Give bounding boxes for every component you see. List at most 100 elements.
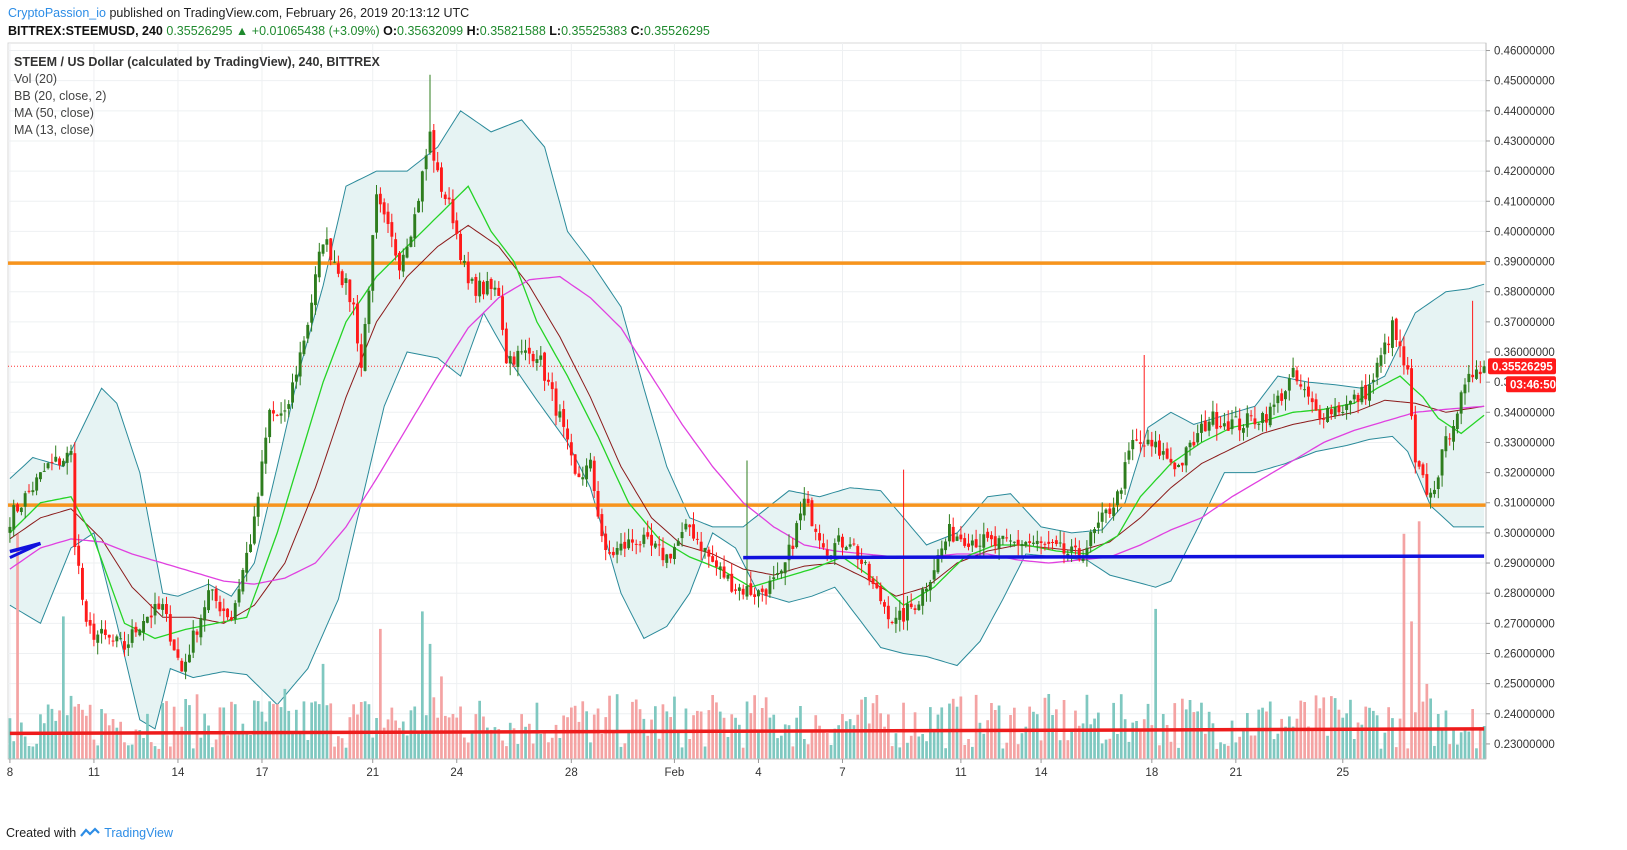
legend-title[interactable]: STEEM / US Dollar (calculated by Trading… — [14, 55, 380, 69]
volume-bar — [375, 718, 378, 759]
volume-bar — [1253, 735, 1257, 759]
candle-body — [653, 543, 657, 548]
candle-body — [1169, 458, 1173, 463]
volume-bar — [306, 740, 310, 759]
volume-bar — [898, 747, 902, 759]
candle-body — [1276, 395, 1280, 404]
candle-body — [825, 549, 829, 556]
candle-body — [608, 552, 611, 554]
volume-bar — [550, 737, 554, 759]
candle-body — [92, 623, 96, 640]
candle-body — [1307, 386, 1310, 397]
candle-body — [527, 347, 531, 354]
legend-volume[interactable]: Vol (20) — [14, 72, 58, 86]
author-link[interactable]: CryptoPassion_io — [8, 6, 106, 20]
candle-body — [455, 220, 459, 234]
candle-body — [1371, 379, 1375, 382]
candle-body — [1349, 400, 1352, 405]
volume-bar — [23, 736, 27, 759]
legend-bollinger[interactable]: BB (20, close, 2) — [14, 89, 107, 103]
volume-bar — [524, 726, 527, 759]
volume-bar — [1341, 717, 1345, 759]
candle-body — [65, 452, 69, 463]
low-label: L: — [549, 24, 562, 38]
candle-body — [1066, 553, 1070, 556]
volume-bar — [1379, 748, 1383, 759]
volume-bar — [337, 736, 340, 759]
candle-body — [314, 274, 317, 306]
volume-bar — [291, 733, 294, 759]
time-tick-label: 24 — [450, 767, 463, 779]
volume-bar — [153, 746, 157, 759]
candle-body — [317, 251, 321, 278]
candle-body — [306, 324, 310, 339]
blue-support — [743, 554, 1485, 560]
candle-body — [909, 603, 913, 608]
candle-body — [619, 543, 623, 551]
candle-body — [1459, 392, 1463, 414]
volume-bar — [1249, 735, 1253, 759]
legend-ma13[interactable]: MA (13, close) — [14, 123, 94, 137]
volume-bar — [39, 714, 42, 759]
volume-bar — [589, 742, 592, 759]
candle-body — [119, 638, 123, 640]
candle-body — [88, 620, 92, 626]
candle-body — [1054, 540, 1058, 544]
candle-body — [936, 555, 940, 573]
candle-body — [1356, 395, 1360, 402]
volume-bar — [340, 738, 344, 759]
candles — [8, 74, 1486, 680]
volume-bar — [1058, 740, 1062, 759]
volume-bar — [1009, 715, 1012, 759]
volume-bar — [1116, 734, 1119, 759]
candle-body — [631, 539, 634, 543]
volume-bar — [531, 743, 535, 759]
volume-bar — [401, 721, 405, 759]
candle-body — [673, 547, 676, 559]
candle-body — [103, 629, 107, 635]
tradingview-link[interactable]: TradingView — [104, 826, 173, 840]
volume-bar — [1368, 707, 1371, 759]
volume-bar — [894, 733, 898, 759]
volume-bar — [432, 697, 436, 759]
volume-bar — [199, 737, 203, 759]
volume-bar — [734, 717, 737, 759]
candle-body — [1272, 404, 1276, 407]
candle-body — [294, 374, 298, 382]
volume-bar — [696, 710, 699, 759]
candle-body — [409, 236, 413, 247]
candle-body — [1303, 389, 1306, 391]
volume-bar — [856, 714, 860, 759]
legend-ma50[interactable]: MA (50, close) — [14, 106, 94, 120]
candle-body — [436, 162, 440, 171]
candle-body — [485, 281, 489, 295]
candle-body — [1360, 386, 1364, 403]
candle-body — [1158, 440, 1161, 456]
volume-bar — [1467, 731, 1471, 759]
volume-bar — [764, 697, 768, 759]
candle-body — [913, 608, 917, 610]
volume-bar — [753, 695, 756, 759]
red-volume-line — [9, 727, 1485, 736]
volume-bar — [726, 737, 730, 759]
candle-body — [1337, 405, 1341, 413]
candle-body — [81, 567, 84, 600]
candle-body — [1142, 445, 1146, 447]
candle-body — [405, 246, 409, 258]
candle-body — [191, 630, 195, 653]
volume-bar — [241, 723, 245, 759]
volume-bar — [1165, 725, 1169, 759]
axes: 0.46000000 0.45000000 0.44000000 0.43000000… — [7, 43, 1556, 779]
volume-bar — [944, 748, 947, 759]
candle-body — [1127, 450, 1131, 460]
candle-body — [413, 214, 417, 239]
candle-body — [726, 574, 730, 579]
symbol-name: BITTREX:STEEMUSD, 240 — [8, 24, 163, 38]
candle-body — [8, 526, 12, 533]
volume-bar — [1043, 697, 1047, 759]
volume-bar — [1330, 696, 1333, 759]
volume-bar — [890, 746, 894, 759]
candle-body — [283, 410, 287, 412]
volume-bar — [1223, 744, 1226, 759]
